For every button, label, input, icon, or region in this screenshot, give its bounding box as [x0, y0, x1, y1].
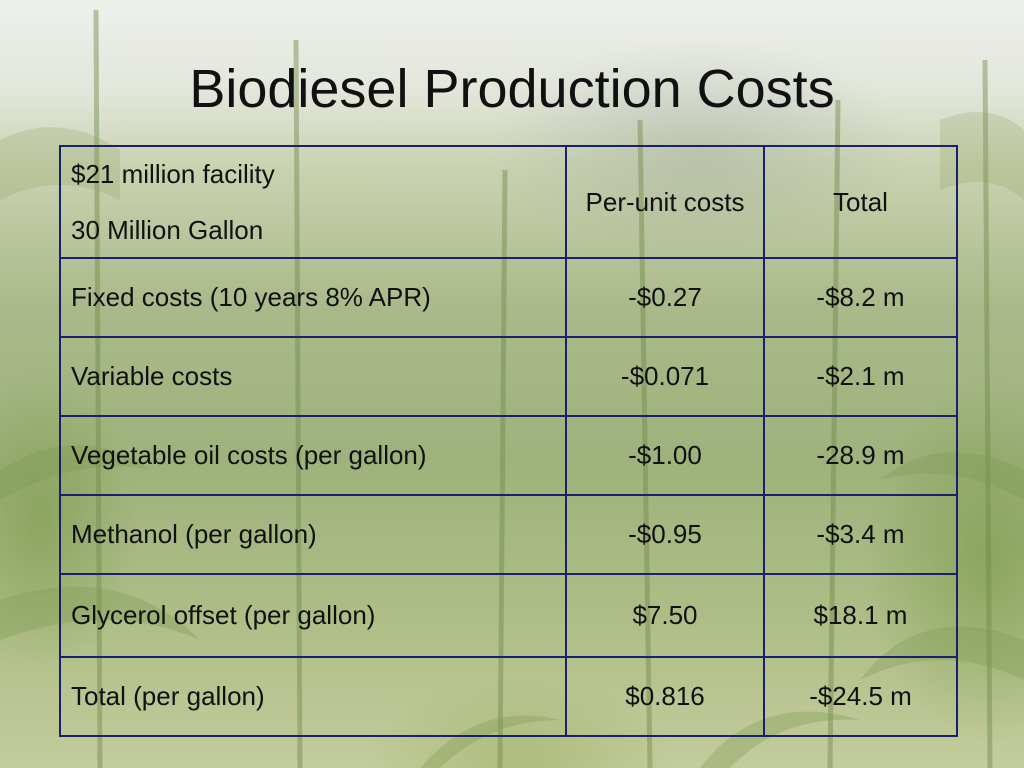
- header-facility-cell: $21 million facility 30 Million Gallon: [59, 145, 567, 259]
- header-facility-line: $21 million facility: [71, 159, 275, 189]
- header-capacity-line: 30 Million Gallon: [71, 215, 264, 245]
- row-label: Methanol (per gallon): [59, 494, 567, 575]
- row-label: Fixed costs (10 years 8% APR): [59, 257, 567, 338]
- table-row: Fixed costs (10 years 8% APR) -$0.27 -$8…: [59, 257, 958, 338]
- table-row: Variable costs -$0.071 -$2.1 m: [59, 336, 958, 417]
- cost-table: $21 million facility 30 Million Gallon P…: [59, 145, 958, 737]
- header-per-unit: Per-unit costs: [565, 145, 765, 259]
- row-total: -$3.4 m: [763, 494, 958, 575]
- row-total: -$2.1 m: [763, 336, 958, 417]
- row-total: -28.9 m: [763, 415, 958, 496]
- row-total: -$8.2 m: [763, 257, 958, 338]
- row-label: Glycerol offset (per gallon): [59, 573, 567, 658]
- row-label: Variable costs: [59, 336, 567, 417]
- table-header-row: $21 million facility 30 Million Gallon P…: [59, 145, 958, 259]
- row-per-unit: $0.816: [565, 656, 765, 737]
- table-row: Total (per gallon) $0.816 -$24.5 m: [59, 656, 958, 737]
- row-total: -$24.5 m: [763, 656, 958, 737]
- row-total: $18.1 m: [763, 573, 958, 658]
- row-per-unit: -$0.27: [565, 257, 765, 338]
- row-per-unit: -$0.95: [565, 494, 765, 575]
- row-per-unit: -$0.071: [565, 336, 765, 417]
- row-label: Vegetable oil costs (per gallon): [59, 415, 567, 496]
- header-total: Total: [763, 145, 958, 259]
- table-row: Vegetable oil costs (per gallon) -$1.00 …: [59, 415, 958, 496]
- row-per-unit: -$1.00: [565, 415, 765, 496]
- row-per-unit: $7.50: [565, 573, 765, 658]
- table-row: Methanol (per gallon) -$0.95 -$3.4 m: [59, 494, 958, 575]
- table-row: Glycerol offset (per gallon) $7.50 $18.1…: [59, 573, 958, 658]
- slide-title: Biodiesel Production Costs: [189, 59, 835, 119]
- row-label: Total (per gallon): [59, 656, 567, 737]
